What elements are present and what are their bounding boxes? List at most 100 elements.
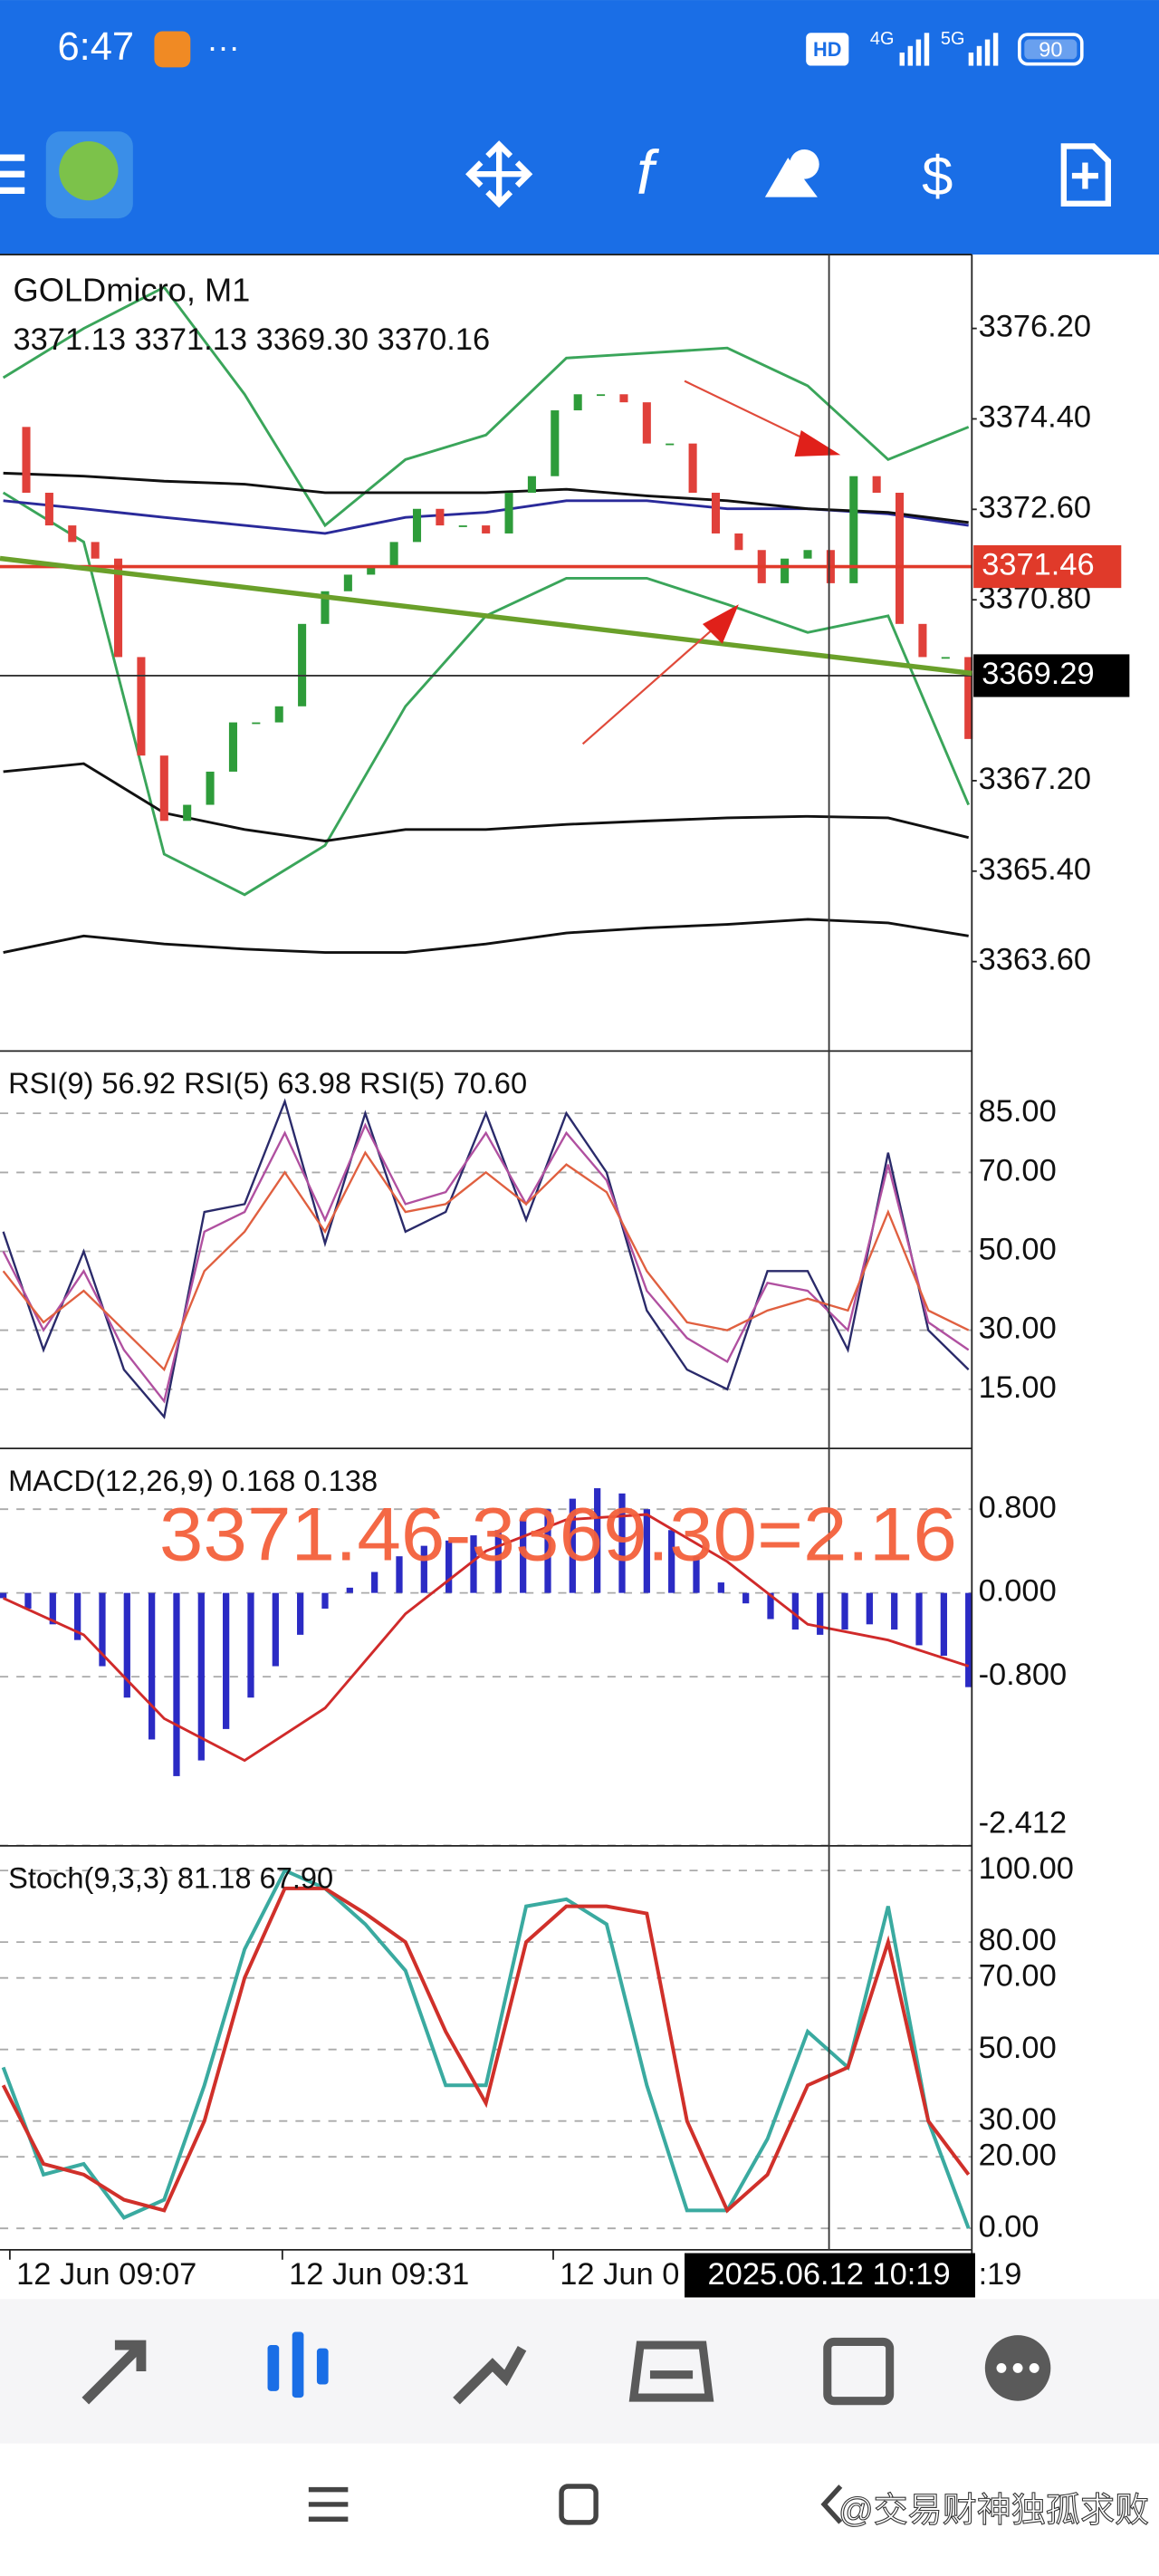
macd-bar (866, 1592, 873, 1625)
macd-bar (767, 1592, 774, 1620)
y-tick-label: 0.000 (979, 1574, 1057, 1609)
bid-box (973, 545, 1122, 589)
clock: 6:47 (57, 25, 134, 69)
candle (412, 508, 422, 543)
net-5g: 5G (941, 29, 965, 49)
dots: ··· (206, 28, 239, 65)
candle (803, 550, 812, 559)
rsi-title: RSI(9) 56.92 RSI(5) 63.98 RSI(5) 70.60 (8, 1066, 527, 1100)
y-tick-label: 30.00 (979, 1312, 1057, 1346)
candle (666, 443, 675, 446)
macd-bar (197, 1592, 205, 1761)
y-tick-label: 80.00 (979, 1923, 1057, 1957)
y-tick-label: 20.00 (979, 2138, 1057, 2172)
macd-bar (321, 1592, 329, 1609)
x-tick-label: :19 (979, 2257, 1022, 2292)
candle (711, 493, 721, 533)
cursor-label: 3369.29 (982, 657, 1094, 691)
macd-bar (520, 1519, 527, 1593)
cursor-time: 2025.06.12 10:19 (708, 2257, 951, 2292)
candle (551, 410, 560, 476)
crosshair-tool[interactable] (465, 140, 533, 208)
watermark: @交易财神独孤求败 (838, 2492, 1149, 2530)
candle (918, 623, 927, 658)
candle (688, 443, 697, 494)
bottom-nav (0, 2299, 1159, 2444)
macd-bar (791, 1592, 799, 1630)
indicator-line (1, 1868, 971, 2229)
macd-bar (965, 1592, 972, 1687)
candle (573, 394, 582, 411)
candle (91, 542, 100, 559)
nav-chat[interactable] (984, 2335, 1051, 2401)
sys-home[interactable] (559, 2484, 599, 2525)
nav-trade[interactable] (453, 2346, 527, 2405)
hd-label: HD (813, 38, 841, 61)
indicator-line (2, 285, 970, 528)
indicator-line (1, 1886, 971, 2214)
macd-bar (668, 1530, 675, 1593)
candle (896, 493, 905, 624)
trend-line (0, 555, 972, 677)
candle (114, 558, 123, 658)
candle (228, 722, 237, 772)
y-tick-label: 3376.20 (979, 310, 1091, 344)
macd-bar (74, 1592, 81, 1640)
x-tick-label: 12 Jun 0 (560, 2257, 679, 2292)
macd-bar (24, 1592, 32, 1609)
macd-bar (49, 1592, 56, 1625)
symbol-label: GOLDmicro, M1 (14, 271, 251, 308)
candle (183, 804, 192, 822)
candle (22, 427, 31, 494)
trade-tool[interactable]: $ (922, 146, 953, 208)
sys-menu[interactable] (308, 2486, 349, 2522)
y-tick-label: 100.00 (979, 1851, 1074, 1886)
signal-bars (899, 33, 999, 66)
candle (298, 623, 307, 706)
nav-chart[interactable] (267, 2331, 329, 2398)
candle (206, 771, 215, 805)
candle (436, 508, 445, 526)
new-order[interactable] (1060, 143, 1111, 207)
candle (137, 657, 146, 756)
macd-bar (742, 1592, 750, 1604)
indicator-line (3, 1513, 970, 1763)
x-tick-label: 12 Jun 09:31 (289, 2257, 469, 2292)
macd-bar (0, 1592, 7, 1599)
macd-bar (817, 1592, 824, 1635)
nav-quotes[interactable] (81, 2340, 147, 2405)
nav-news[interactable] (823, 2337, 895, 2406)
macd-bar (173, 1592, 180, 1776)
nav-history[interactable] (628, 2341, 714, 2402)
candle (389, 542, 398, 567)
x-axis: 12 Jun 09:07 12 Jun 09:31 12 Jun 0:19 (8, 2249, 1022, 2292)
indicator-line (2, 1122, 970, 1404)
macd-bar (346, 1587, 353, 1593)
macd-bar (693, 1556, 700, 1593)
logo-globe (59, 140, 119, 201)
mi-icon (154, 31, 191, 68)
top-bar (0, 0, 1159, 255)
plots: 3376.203374.403372.603370.803367.203365.… (0, 285, 1130, 2244)
objects-tool[interactable] (764, 149, 819, 197)
macd-bar (99, 1592, 106, 1667)
y-tick-label: 15.00 (979, 1370, 1057, 1405)
candle (367, 566, 376, 575)
candle (44, 493, 53, 526)
macd-bar (940, 1592, 947, 1656)
macd-bar (445, 1540, 453, 1593)
arrow-line (684, 380, 821, 448)
macd-bar (915, 1592, 923, 1646)
y-tick-label: 3367.20 (979, 762, 1091, 796)
arrow-line (581, 620, 723, 745)
sys-back[interactable] (820, 2485, 843, 2524)
candle (252, 722, 261, 725)
menu-button[interactable] (0, 154, 25, 194)
candle (849, 476, 858, 583)
cursor-box (973, 654, 1130, 697)
macd-bar (717, 1582, 724, 1593)
macd-bar (297, 1592, 304, 1635)
system-nav (0, 2443, 1159, 2576)
candle (68, 525, 77, 543)
